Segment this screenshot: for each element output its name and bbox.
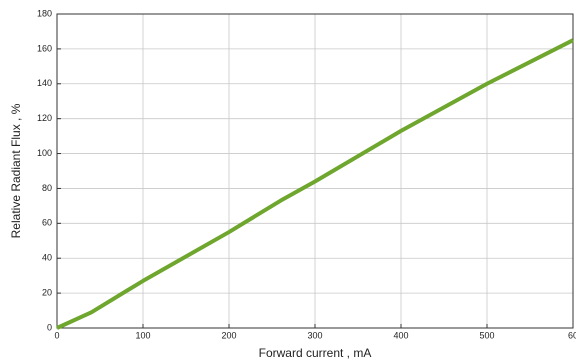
x-axis-title: Forward current , mA: [259, 346, 372, 360]
y-axis-title: Relative Radiant Flux , %: [9, 103, 23, 238]
x-tick-label: 400: [393, 330, 408, 340]
x-tick-label: 0: [54, 330, 59, 340]
y-tick-label: 140: [37, 78, 52, 88]
x-tick-label: 300: [307, 330, 322, 340]
x-tick-label: 60: [568, 330, 576, 340]
x-tick-label: 100: [135, 330, 150, 340]
y-tick-label: 180: [37, 8, 52, 18]
y-tick-label: 40: [42, 253, 52, 263]
plot-frame: [56, 13, 574, 329]
y-tick-label: 120: [37, 113, 52, 123]
y-tick-label: 60: [42, 218, 52, 228]
x-tick-label: 200: [221, 330, 236, 340]
y-tick-label: 100: [37, 148, 52, 158]
data-line: [56, 38, 574, 330]
y-tick-label: 0: [47, 322, 52, 332]
y-tick-label: 160: [37, 43, 52, 53]
x-tick-label: 500: [479, 330, 494, 340]
y-tick-label: 20: [42, 287, 52, 297]
y-tick-label: 80: [42, 183, 52, 193]
